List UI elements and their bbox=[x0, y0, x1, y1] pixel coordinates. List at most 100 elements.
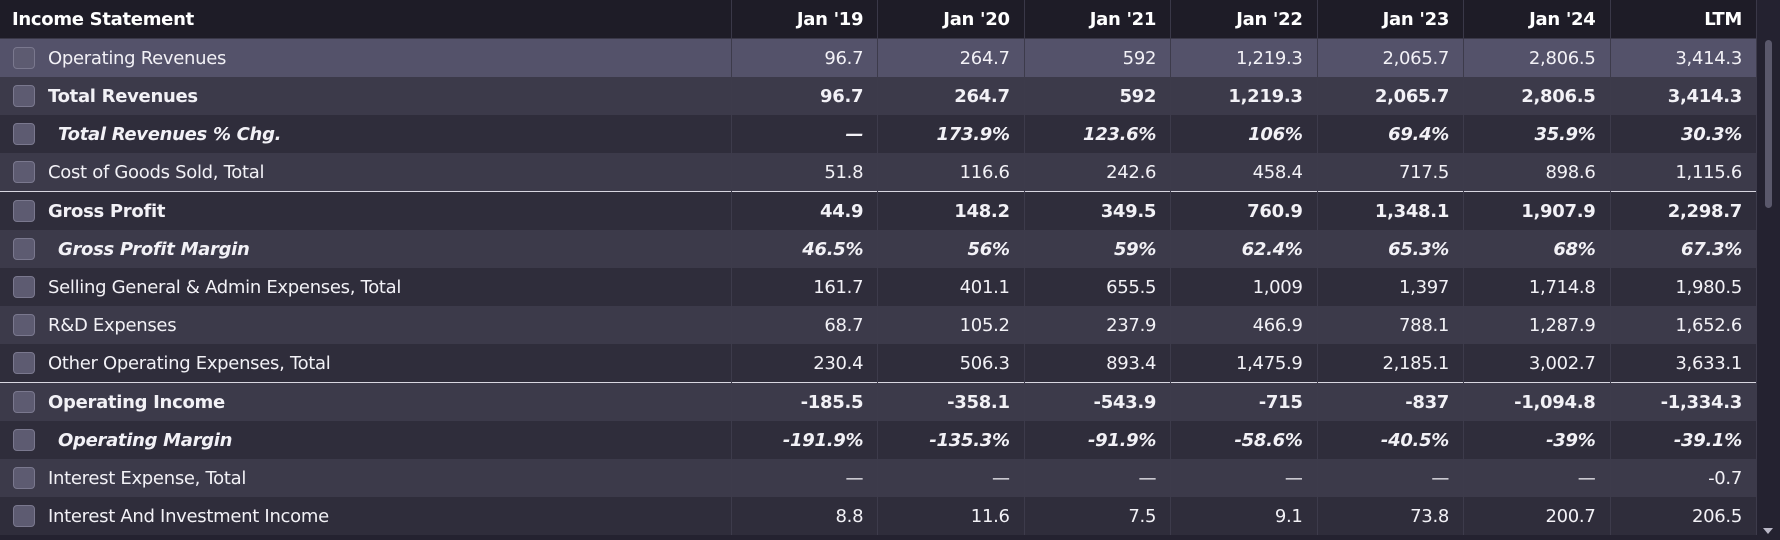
cell-value: — bbox=[731, 115, 879, 153]
table-row-other-operating-expenses[interactable]: Other Operating Expenses, Total 230.4 50… bbox=[0, 344, 1757, 383]
row-checkbox[interactable] bbox=[13, 314, 35, 336]
table-row-interest-investment-income[interactable]: Interest And Investment Income 8.8 11.6 … bbox=[0, 497, 1757, 535]
table-row-rd-expenses[interactable]: R&D Expenses 68.7 105.2 237.9 466.9 788.… bbox=[0, 306, 1757, 344]
cell-value: 1,652.6 bbox=[1610, 306, 1757, 344]
row-checkbox[interactable] bbox=[13, 467, 35, 489]
cell-value: 788.1 bbox=[1317, 306, 1465, 344]
row-checkbox[interactable] bbox=[13, 85, 35, 107]
cell-value: 11.6 bbox=[877, 497, 1025, 535]
cell-value: 65.3% bbox=[1317, 230, 1465, 268]
cell-value: 105.2 bbox=[877, 306, 1025, 344]
cell-value: -837 bbox=[1317, 382, 1465, 421]
cell-value: 3,414.3 bbox=[1610, 38, 1757, 77]
cell-value: 62.4% bbox=[1170, 230, 1318, 268]
cell-value: 68% bbox=[1463, 230, 1611, 268]
cell-value: -185.5 bbox=[731, 382, 879, 421]
cell-value: -39% bbox=[1463, 421, 1611, 459]
cell-value: — bbox=[1463, 459, 1611, 497]
cell-value: -543.9 bbox=[1024, 382, 1172, 421]
row-checkbox[interactable] bbox=[13, 505, 35, 527]
table-row-operating-margin[interactable]: Operating Margin -191.9% -135.3% -91.9% … bbox=[0, 421, 1757, 459]
row-checkbox[interactable] bbox=[13, 276, 35, 298]
cell-value: 592 bbox=[1024, 38, 1172, 77]
cell-value: 3,002.7 bbox=[1463, 344, 1611, 383]
cell-value: 1,475.9 bbox=[1170, 344, 1318, 383]
cell-value: 46.5% bbox=[731, 230, 879, 268]
header-row: Income Statement Jan '19 Jan '20 Jan '21… bbox=[0, 0, 1757, 39]
cell-value: 3,633.1 bbox=[1610, 344, 1757, 383]
cell-value: 655.5 bbox=[1024, 268, 1172, 306]
cell-value: 242.6 bbox=[1024, 153, 1172, 192]
table-row-cost-of-goods-sold[interactable]: Cost of Goods Sold, Total 51.8 116.6 242… bbox=[0, 153, 1757, 192]
row-checkbox[interactable] bbox=[13, 391, 35, 413]
row-checkbox[interactable] bbox=[13, 161, 35, 183]
cell-value: 1,348.1 bbox=[1317, 191, 1465, 230]
column-header-jan-19[interactable]: Jan '19 bbox=[731, 0, 879, 39]
cell-value: 458.4 bbox=[1170, 153, 1318, 192]
row-checkbox[interactable] bbox=[13, 352, 35, 374]
row-checkbox[interactable] bbox=[13, 123, 35, 145]
row-label: Cost of Goods Sold, Total bbox=[48, 161, 265, 183]
scrollbar-thumb[interactable] bbox=[1765, 40, 1772, 208]
cell-value: 96.7 bbox=[731, 77, 879, 115]
cell-value: 237.9 bbox=[1024, 306, 1172, 344]
scroll-down-arrow-icon[interactable] bbox=[1763, 528, 1773, 534]
cell-value: — bbox=[1317, 459, 1465, 497]
cell-value: 401.1 bbox=[877, 268, 1025, 306]
cell-value: 1,907.9 bbox=[1463, 191, 1611, 230]
table-row-gross-profit[interactable]: Gross Profit 44.9 148.2 349.5 760.9 1,34… bbox=[0, 191, 1757, 230]
column-header-jan-21[interactable]: Jan '21 bbox=[1024, 0, 1172, 39]
cell-value: -1,094.8 bbox=[1463, 382, 1611, 421]
cell-value: 1,219.3 bbox=[1170, 38, 1318, 77]
table-row-operating-income[interactable]: Operating Income -185.5 -358.1 -543.9 -7… bbox=[0, 382, 1757, 421]
column-header-jan-20[interactable]: Jan '20 bbox=[877, 0, 1025, 39]
row-label: R&D Expenses bbox=[48, 314, 177, 336]
row-checkbox[interactable] bbox=[13, 200, 35, 222]
cell-value: -91.9% bbox=[1024, 421, 1172, 459]
row-checkbox[interactable] bbox=[13, 429, 35, 451]
cell-value: 592 bbox=[1024, 77, 1172, 115]
row-checkbox[interactable] bbox=[13, 238, 35, 260]
cell-value: 173.9% bbox=[877, 115, 1025, 153]
cell-value: 148.2 bbox=[877, 191, 1025, 230]
table-title: Income Statement bbox=[0, 0, 732, 39]
cell-value: 2,065.7 bbox=[1317, 77, 1465, 115]
cell-value: 898.6 bbox=[1463, 153, 1611, 192]
table-row-operating-revenues[interactable]: Operating Revenues 96.7 264.7 592 1,219.… bbox=[0, 38, 1757, 77]
cell-value: -191.9% bbox=[731, 421, 879, 459]
table-row-total-revenues[interactable]: Total Revenues 96.7 264.7 592 1,219.3 2,… bbox=[0, 77, 1757, 115]
cell-value: 264.7 bbox=[877, 38, 1025, 77]
cell-value: -58.6% bbox=[1170, 421, 1318, 459]
column-header-ltm[interactable]: LTM bbox=[1610, 0, 1757, 39]
table-row-sga-expenses[interactable]: Selling General & Admin Expenses, Total … bbox=[0, 268, 1757, 306]
row-label: Operating Revenues bbox=[48, 47, 227, 69]
table-row-interest-expense[interactable]: Interest Expense, Total — — — — — — -0.7 bbox=[0, 459, 1757, 497]
cell-value: 161.7 bbox=[731, 268, 879, 306]
cell-value: 349.5 bbox=[1024, 191, 1172, 230]
cell-value: 69.4% bbox=[1317, 115, 1465, 153]
row-label: Interest And Investment Income bbox=[48, 505, 329, 527]
cell-value: 2,298.7 bbox=[1610, 191, 1757, 230]
column-header-jan-23[interactable]: Jan '23 bbox=[1317, 0, 1465, 39]
row-checkbox[interactable] bbox=[13, 47, 35, 69]
cell-value: 123.6% bbox=[1024, 115, 1172, 153]
cell-value: 56% bbox=[877, 230, 1025, 268]
column-header-jan-24[interactable]: Jan '24 bbox=[1463, 0, 1611, 39]
row-label: Gross Profit bbox=[48, 200, 166, 222]
cell-value: 466.9 bbox=[1170, 306, 1318, 344]
cell-value: 1,219.3 bbox=[1170, 77, 1318, 115]
row-label: Gross Profit Margin bbox=[58, 238, 250, 260]
cell-value: -715 bbox=[1170, 382, 1318, 421]
cell-value: -1,334.3 bbox=[1610, 382, 1757, 421]
row-label: Interest Expense, Total bbox=[48, 467, 247, 489]
table-row-total-revenues-chg[interactable]: Total Revenues % Chg. — 173.9% 123.6% 10… bbox=[0, 115, 1757, 153]
cell-value: -135.3% bbox=[877, 421, 1025, 459]
cell-value: 1,714.8 bbox=[1463, 268, 1611, 306]
column-header-jan-22[interactable]: Jan '22 bbox=[1170, 0, 1318, 39]
cell-value: 96.7 bbox=[731, 38, 879, 77]
cell-value: 893.4 bbox=[1024, 344, 1172, 383]
table-row-gross-profit-margin[interactable]: Gross Profit Margin 46.5% 56% 59% 62.4% … bbox=[0, 230, 1757, 268]
cell-value: 67.3% bbox=[1610, 230, 1757, 268]
vertical-scrollbar[interactable] bbox=[1757, 0, 1780, 540]
